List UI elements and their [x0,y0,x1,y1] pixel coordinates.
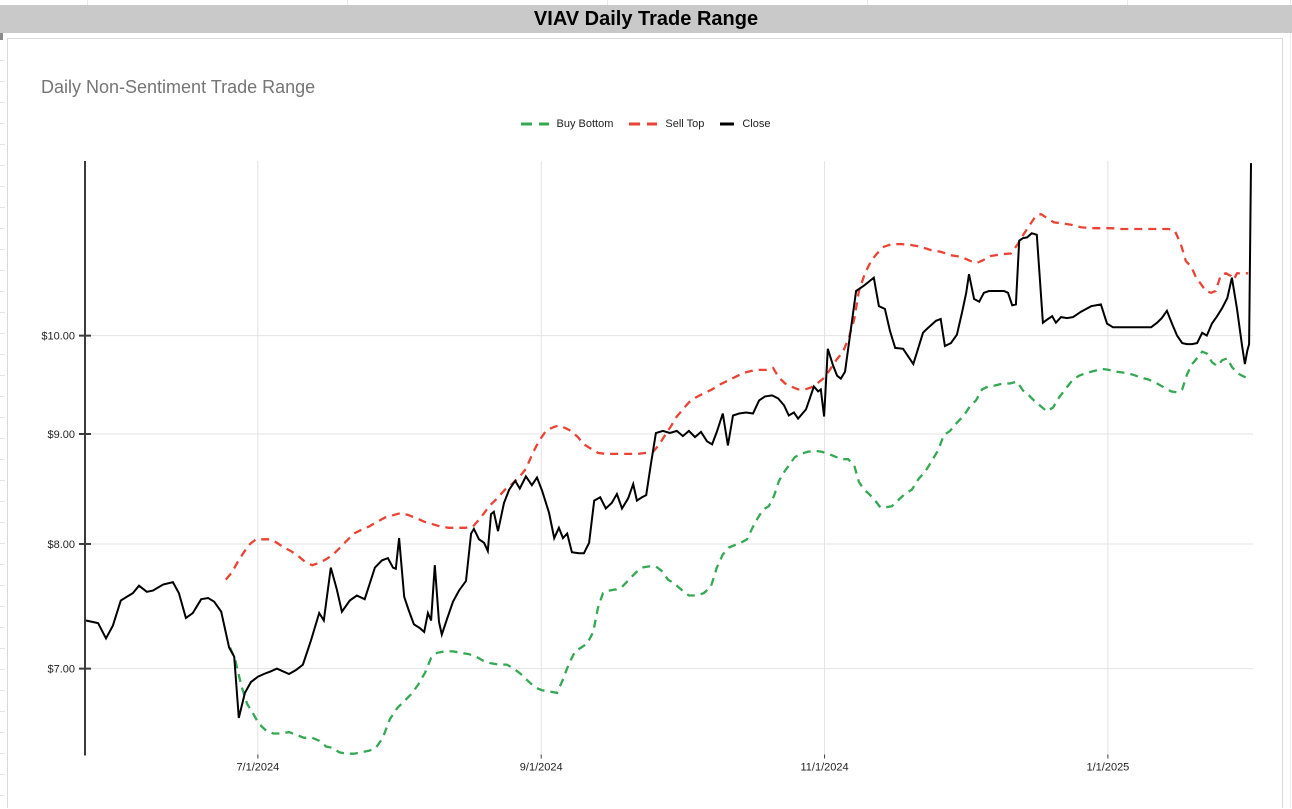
svg-text:$10.00: $10.00 [41,331,75,343]
buy-bottom-line [228,350,1249,755]
svg-text:11/1/2024: 11/1/2024 [800,762,848,774]
svg-text:$8.00: $8.00 [47,539,75,551]
svg-text:$9.00: $9.00 [47,429,75,441]
sheet-column-line [1127,0,1128,5]
legend-item-close[interactable]: Close [719,118,770,130]
sheet-right-gridline [1290,0,1291,808]
sheet-column-line [867,0,868,5]
chart-svg: $7.00 $8.00 $9.00 $10.00 7/1/2024 9/1/2024 11/… [41,161,1253,774]
sell-top-dash-icon [629,122,658,126]
y-axis-labels: $7.00 $8.00 $9.00 $10.00 [41,331,75,676]
close-line [85,163,1252,719]
svg-text:7/1/2024: 7/1/2024 [236,762,279,774]
sheet-column-line [87,0,88,5]
sheet-header-band: VIAV Daily Trade Range [0,5,1292,33]
chart-legend: Buy Bottom Sell Top Close [8,118,1282,130]
gridlines [85,161,1253,755]
legend-label-close: Close [742,118,771,130]
svg-text:$7.00: $7.00 [47,664,75,676]
x-axis-labels: 7/1/2024 9/1/2024 11/1/2024 1/1/2025 [236,762,1129,774]
sheet-title: VIAV Daily Trade Range [533,7,759,30]
sheet-column-line [347,0,348,5]
close-line-icon [720,122,735,126]
legend-item-sell-top[interactable]: Sell Top [628,118,704,130]
sell-top-line [224,212,1249,581]
svg-text:9/1/2024: 9/1/2024 [520,762,563,774]
legend-label-sell-top: Sell Top [665,118,705,130]
buy-bottom-dash-icon [520,122,549,126]
legend-item-buy-bottom[interactable]: Buy Bottom [520,118,614,130]
svg-text:1/1/2025: 1/1/2025 [1086,762,1129,774]
series-group [85,163,1252,755]
tick-marks [79,334,1109,759]
chart-panel[interactable]: Daily Non-Sentiment Trade Range Buy Bott… [7,38,1283,808]
sheet-row-sliver [0,40,5,808]
legend-label-buy-bottom: Buy Bottom [556,118,614,130]
sheet-column-line [607,0,608,5]
chart-title: Daily Non-Sentiment Trade Range [41,77,316,97]
